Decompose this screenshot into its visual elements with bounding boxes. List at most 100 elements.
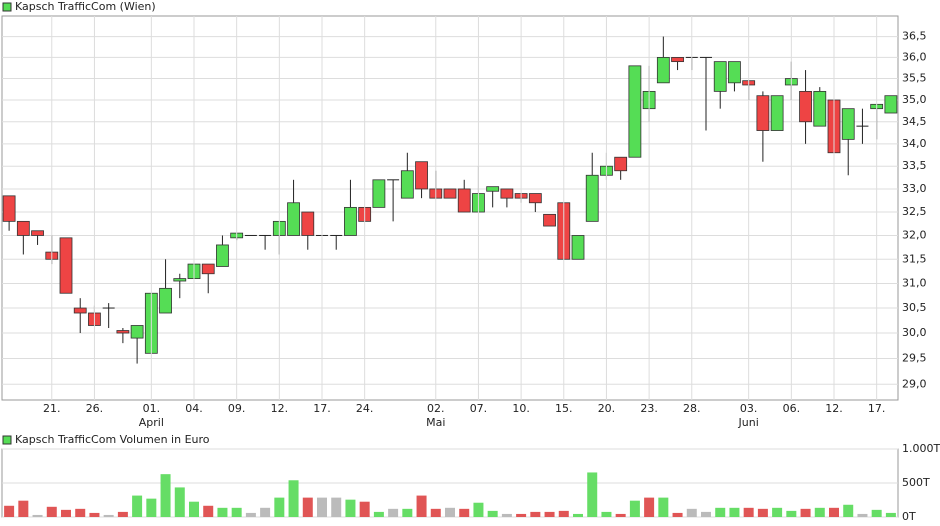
x-tick-label: 24. [356,402,374,415]
volume-bar [658,497,669,517]
volume-bar [4,505,15,517]
volume-bar [302,497,313,517]
x-tick-label: 15. [555,402,573,415]
y-tick-label: 29,0 [902,377,927,390]
candle-body [443,188,457,199]
y-tick-label: 36,0 [902,50,927,63]
volume-bar [416,495,427,517]
x-tick-label: 12. [825,402,843,415]
volume-bar [75,508,86,517]
y-tick-label: 33,5 [902,159,927,172]
candle-body [73,307,87,314]
candle-body [585,174,599,222]
x-tick-label: 10. [512,402,530,415]
x-tick-label: 12. [271,402,289,415]
candle-body [216,244,229,267]
y-tick-label: 29,5 [902,351,927,364]
volume-bar [260,507,271,517]
candle-body [415,161,428,190]
candle-body [59,237,73,294]
volume-bar [629,500,640,517]
volume-bar [146,498,157,517]
y-tick-label: 30,0 [902,326,927,339]
y-tick-label: 31,5 [902,252,927,265]
volume-bar [871,509,882,517]
volume-bar [786,510,797,517]
volume-bar [345,499,356,517]
volume-bar [46,506,57,517]
y-tick-label: 32,0 [902,228,927,241]
candle-body [31,230,44,236]
y-tick-label: 0T [902,510,916,523]
volume-bar [729,507,740,517]
candle-body [457,188,471,213]
candle-body [656,57,670,84]
volume-bar [373,511,384,517]
x-tick-label: 01. [143,402,161,415]
volume-bar [644,497,655,517]
x-tick-label: 09. [228,402,246,415]
x-tick-label: 07. [470,402,488,415]
candle-body [16,220,30,236]
legend-swatch [2,435,12,445]
y-tick-label: 34,0 [902,137,927,150]
candle-body [799,90,812,123]
candle-body [728,61,741,84]
x-tick-label: 23. [640,402,658,415]
x-tick-label: 17. [313,402,331,415]
volume-bar [558,510,569,517]
volume-bar [402,508,413,517]
candle-body [344,206,357,236]
volume-bar [473,502,484,517]
candle-body [173,278,187,282]
volume-bar [32,514,43,517]
price-frame [1,15,899,401]
volume-bar [288,480,299,517]
candle-body [116,330,130,334]
volume-bar [388,508,399,517]
volume-bar [359,501,370,517]
candle-body [543,213,556,227]
volume-bar [459,508,470,517]
volume-bar [18,500,29,517]
candle-body [372,179,386,208]
volume-title: Kapsch TrafficCom Volumen in Euro [15,433,210,446]
volume-bar [331,497,342,517]
x-tick-label: 26. [86,402,104,415]
volume-bar [857,513,868,517]
volume-bar [530,511,541,517]
candle-body [486,186,500,192]
candle-body [301,211,315,236]
y-tick-label: 1.000T [902,442,940,455]
candle-body [287,202,300,236]
x-tick-label: 21. [43,402,61,415]
volume-bar [516,513,527,517]
volume-bar [117,511,128,517]
y-tick-label: 31,0 [902,276,927,289]
volume-bar [587,472,598,517]
volume-bar [274,497,285,517]
candle-body [770,95,784,131]
y-tick-label: 33,0 [902,182,927,195]
volume-bar [829,507,839,517]
y-tick-label: 32,5 [902,205,927,218]
volume-bar [800,508,811,517]
y-tick-label: 35,0 [902,93,927,106]
candle-body [756,95,770,131]
candle-body [628,65,642,158]
candle-body [130,325,144,339]
candle-body [813,90,827,127]
candle-body [528,193,542,204]
volume-bar [317,497,327,517]
x-tick-label: 06. [783,402,801,415]
y-tick-label: 35,5 [902,72,927,85]
volume-bar [501,513,512,517]
volume-bar [231,507,242,517]
volume-bar [487,510,498,517]
volume-bar [573,513,583,517]
volume-bar [814,507,825,517]
volume-bar [445,507,455,517]
volume-bar [601,511,612,517]
volume-bar [430,508,441,517]
